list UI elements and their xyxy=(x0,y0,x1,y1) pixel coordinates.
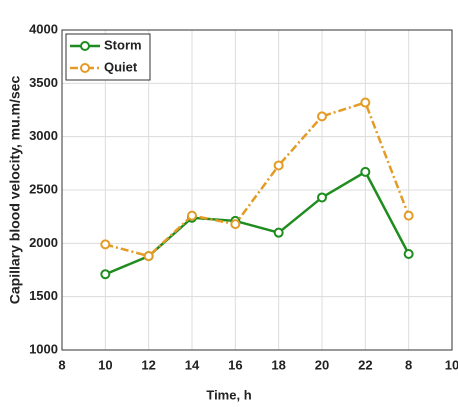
data-point xyxy=(100,269,111,280)
data-point xyxy=(143,251,154,262)
data-point xyxy=(230,219,241,230)
plot-frame xyxy=(61,29,453,351)
data-point xyxy=(403,249,414,259)
legend-box xyxy=(65,33,151,81)
x-axis-label: Time, h xyxy=(206,387,251,402)
x-tick-label: 8 xyxy=(58,357,65,372)
data-point xyxy=(100,239,111,250)
data-point xyxy=(317,192,327,203)
legend-label: Storm xyxy=(104,37,142,52)
series-line xyxy=(105,100,410,258)
x-tick-label: 16 xyxy=(228,357,242,372)
x-tick-label: 22 xyxy=(358,357,372,372)
data-point xyxy=(360,97,371,108)
y-tick-label: 3000 xyxy=(29,128,58,143)
legend: Storm Quiet xyxy=(65,33,151,81)
y-tick-label: 2500 xyxy=(29,181,58,196)
y-tick-label: 1500 xyxy=(29,288,58,303)
y-tick-label: 3500 xyxy=(29,75,58,90)
x-tick-label: 10 xyxy=(445,357,458,372)
x-tick-label: 20 xyxy=(315,357,329,372)
x-tick-label: 14 xyxy=(185,357,200,372)
x-tick-label: 12 xyxy=(141,357,155,372)
y-tick-label: 1000 xyxy=(29,341,58,356)
x-tick-label: 18 xyxy=(271,357,285,372)
data-point xyxy=(317,111,327,122)
legend-label: Quiet xyxy=(104,59,138,74)
x-tick-label: 10 xyxy=(98,357,112,372)
data-point xyxy=(187,210,197,221)
legend-marker xyxy=(80,41,90,51)
data-point xyxy=(273,160,284,171)
data-point xyxy=(273,227,284,238)
y-tick-label: 2000 xyxy=(29,235,58,250)
y-axis-label: Capillary blood velocity, mu.m/sec xyxy=(7,76,23,305)
data-point xyxy=(360,166,371,177)
legend-marker xyxy=(80,63,90,73)
y-tick-label: 4000 xyxy=(29,21,58,36)
data-point xyxy=(403,210,414,221)
x-tick-label: 8 xyxy=(405,357,412,372)
